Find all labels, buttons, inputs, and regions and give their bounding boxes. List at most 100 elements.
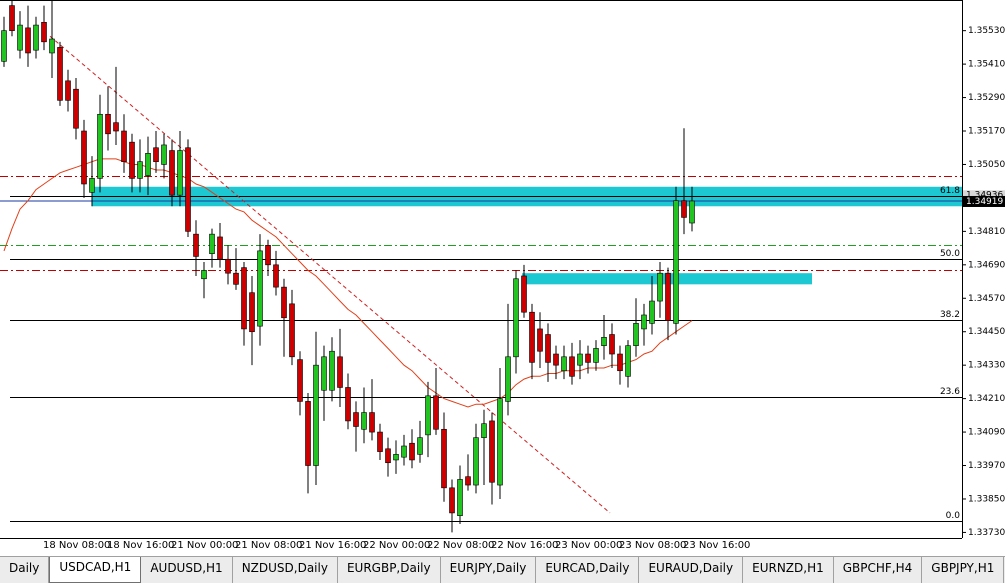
candle-body-down xyxy=(57,47,63,101)
candle-body-down xyxy=(433,395,439,430)
candle-body-down xyxy=(521,275,527,313)
candle-body-down xyxy=(337,356,343,388)
candle-body-down xyxy=(545,334,551,363)
tab[interactable]: EURAUD,Daily xyxy=(639,557,744,583)
moving-average xyxy=(3,158,693,408)
x-tick-label: 22 Nov 16:00 xyxy=(491,540,558,551)
tab[interactable]: GBPJPY,H1 xyxy=(922,557,1005,583)
candle-body-down xyxy=(553,353,559,366)
candle-body-up xyxy=(577,353,583,366)
candle-body-down xyxy=(169,150,175,196)
candle-body-down xyxy=(65,80,71,101)
tab[interactable]: NZDUSD,Daily xyxy=(232,557,338,583)
candle-body-up xyxy=(425,395,431,436)
candle-body-up xyxy=(673,200,679,324)
candle-body-up xyxy=(481,423,487,438)
tab[interactable]: EURCAD,Daily xyxy=(536,557,640,583)
candle-body-up xyxy=(457,479,463,516)
candle-body-up xyxy=(145,153,151,176)
candle-body-up xyxy=(201,270,207,280)
tab[interactable]: GBPCHF,H4 xyxy=(833,557,923,583)
candle-body-down xyxy=(617,353,623,372)
trendline xyxy=(49,35,611,514)
candle-body-down xyxy=(345,387,351,422)
fib-label: 0.0 xyxy=(946,511,961,521)
y-tick-label: 1.35170 xyxy=(968,127,1005,137)
x-tick-label: 18 Nov 08:00 xyxy=(43,540,110,551)
candle-body-up xyxy=(329,350,335,391)
candle-body-down xyxy=(289,303,295,358)
candle-body-up xyxy=(417,437,423,455)
y-tick-label: 1.34330 xyxy=(968,361,1005,371)
candle-body-down xyxy=(233,272,239,285)
y-tick-label: 1.33850 xyxy=(968,494,1005,504)
candle-body-up xyxy=(49,38,55,54)
candle-body-up xyxy=(33,24,39,51)
tab[interactable]: Daily xyxy=(0,557,50,583)
fib-label: 23.6 xyxy=(940,387,960,397)
candle-body-up xyxy=(161,144,167,165)
candle-body-down xyxy=(193,233,199,257)
candle-body-up xyxy=(601,336,607,346)
candle-body-up xyxy=(505,356,511,402)
candle-body-down xyxy=(585,353,591,363)
candle-body-down xyxy=(273,264,279,288)
candle-body-down xyxy=(185,147,191,232)
x-tick-label: 21 Nov 16:00 xyxy=(299,540,366,551)
plot-area xyxy=(0,0,962,533)
tab[interactable]: AUDUSD,H1 xyxy=(141,557,233,583)
candle-body-down xyxy=(353,412,359,427)
candle-body-down xyxy=(409,442,415,461)
candle-body-down xyxy=(281,286,287,319)
candle-body-up xyxy=(89,178,95,193)
candle-body-down xyxy=(73,88,79,129)
candle-body-up xyxy=(657,272,663,302)
candle-body-up xyxy=(393,454,399,461)
candle-body-down xyxy=(153,147,159,162)
candle-body-down xyxy=(665,272,671,321)
y-tick-label: 1.33970 xyxy=(968,461,1005,471)
candle-body-up xyxy=(17,24,23,51)
candle-body-down xyxy=(129,141,135,179)
candle-body-down xyxy=(449,487,455,514)
bid-marker xyxy=(963,195,1005,207)
candle-body-up xyxy=(641,314,647,330)
candle-body-down xyxy=(297,359,303,402)
candle-body-down xyxy=(9,5,15,31)
y-tick-label: 1.35290 xyxy=(968,93,1005,103)
candle-body-up xyxy=(625,345,631,377)
candle-body-down xyxy=(529,311,535,363)
candle-body-up xyxy=(257,250,263,327)
candle-body-up xyxy=(1,30,7,62)
tab[interactable]: EURJPY,Daily xyxy=(440,557,537,583)
y-tick-label: 1.35530 xyxy=(968,26,1005,36)
candle-body-down xyxy=(441,428,447,489)
candle-body-up xyxy=(649,300,655,324)
tab[interactable]: EURGBP,Daily xyxy=(337,557,441,583)
candle-body-down xyxy=(113,122,119,132)
candle-body-up xyxy=(321,356,327,391)
y-tick-label: 1.35050 xyxy=(968,160,1005,170)
candle-body-down xyxy=(217,236,223,260)
y-tick-label: 1.34210 xyxy=(968,394,1005,404)
candle-body-up xyxy=(633,323,639,346)
x-tick-label: 21 Nov 00:00 xyxy=(171,540,238,551)
y-tick-label: 1.35650 xyxy=(968,0,1005,3)
fib-label: 61.8 xyxy=(940,186,960,196)
candle-body-up xyxy=(593,348,599,363)
candle-body-down xyxy=(41,22,47,43)
candle-body-down xyxy=(465,476,471,486)
tab[interactable]: EURNZD,H1 xyxy=(743,557,834,583)
candle-body-up xyxy=(561,356,567,372)
candle-body-up xyxy=(361,412,367,430)
candle-body-up xyxy=(313,364,319,466)
fib-label: 38.2 xyxy=(940,310,960,320)
x-tick-label: 18 Nov 16:00 xyxy=(107,540,174,551)
x-tick-label: 23 Nov 00:00 xyxy=(555,540,622,551)
x-tick-label: 22 Nov 00:00 xyxy=(363,540,430,551)
candle-body-up xyxy=(209,233,215,254)
tab[interactable]: USDCAD,H1 xyxy=(49,557,142,583)
candle-body-down xyxy=(569,356,575,377)
